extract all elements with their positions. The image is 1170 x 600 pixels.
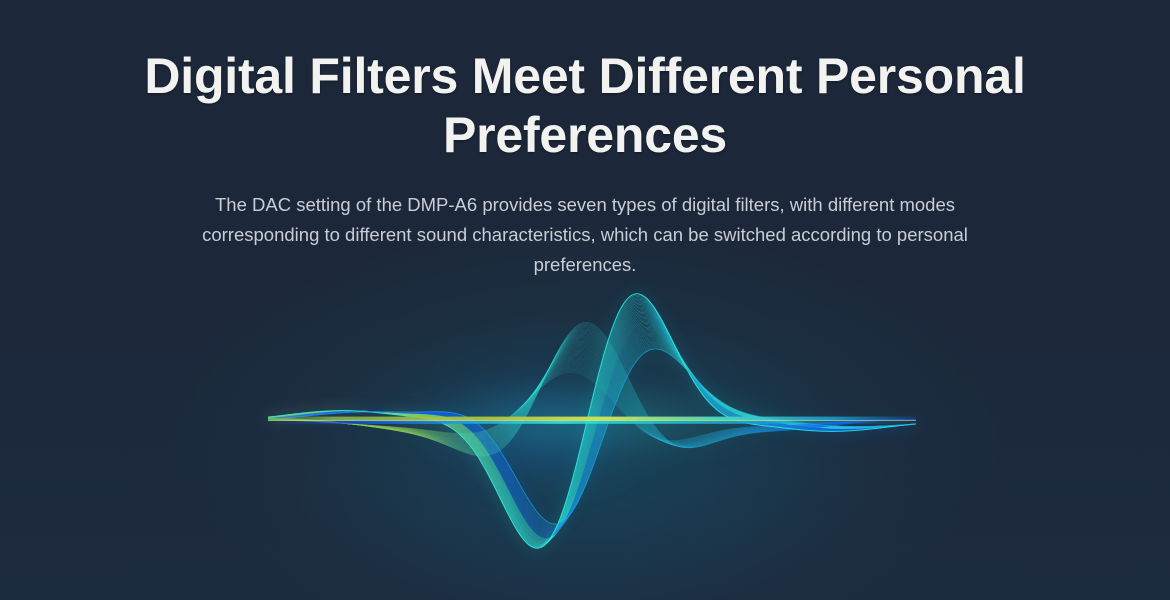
page-subtitle: The DAC setting of the DMP-A6 provides s… [202, 194, 968, 275]
waveform-axis-lower-band [268, 420, 916, 424]
waveform-axis-highlight [268, 419, 916, 421]
page-title: Digital Filters Meet Different Personal … [144, 48, 1026, 163]
hero-text-block: Digital Filters Meet Different Personal … [0, 0, 1170, 280]
waveform-curve [267, 293, 917, 549]
waveform-line-group [267, 293, 917, 549]
waveform-axis-upper-band [268, 416, 916, 421]
waveform-axis-group [268, 416, 916, 424]
